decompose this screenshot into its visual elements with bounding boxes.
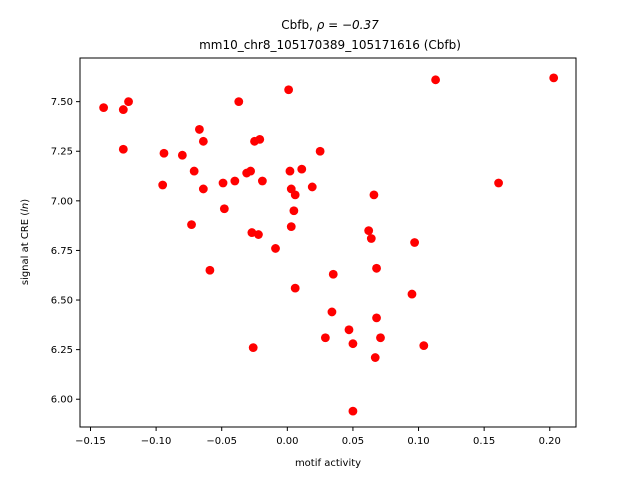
data-point-27 xyxy=(285,166,295,176)
x-tick-label-7: 0.20 xyxy=(539,436,561,447)
x-tick-label-6: 0.15 xyxy=(473,436,495,447)
data-point-34 xyxy=(307,182,317,192)
data-point-9 xyxy=(189,166,199,176)
y-axis-label: signal at CRE (ln) xyxy=(20,199,31,285)
x-tick-label-2: −0.05 xyxy=(206,436,237,447)
data-point-47 xyxy=(376,333,385,343)
y-tick-label-3: 6.75 xyxy=(51,246,73,257)
data-point-40 xyxy=(348,339,358,349)
y-tick-label-0: 6.00 xyxy=(51,395,73,406)
data-point-49 xyxy=(410,238,419,247)
data-point-6 xyxy=(158,180,168,190)
data-point-45 xyxy=(372,263,381,273)
data-point-20 xyxy=(255,134,265,144)
data-point-32 xyxy=(286,222,296,232)
data-point-2 xyxy=(124,97,133,107)
data-point-1 xyxy=(118,105,128,114)
data-point-3 xyxy=(118,144,128,154)
data-point-26 xyxy=(284,85,294,95)
y-tick-label-6: 7.50 xyxy=(51,97,73,108)
data-point-41 xyxy=(348,406,358,416)
data-point-42 xyxy=(369,190,379,200)
data-point-13 xyxy=(218,178,228,188)
data-point-28 xyxy=(297,164,307,174)
data-point-7 xyxy=(195,125,204,134)
data-point-10 xyxy=(198,184,208,194)
y-tick-label-1: 6.25 xyxy=(51,345,73,356)
x-tick-label-1: −0.10 xyxy=(141,436,172,447)
y-tick-label-4: 7.00 xyxy=(51,196,73,207)
data-point-51 xyxy=(419,341,429,351)
y-axis-ticks: 6.00 6.25 6.50 6.75 7.00 7.25 7.50 xyxy=(51,97,80,406)
data-point-44 xyxy=(366,234,376,243)
x-tick-label-5: 0.10 xyxy=(407,436,429,447)
data-point-33 xyxy=(315,146,325,156)
data-point-8 xyxy=(198,136,208,146)
data-point-4 xyxy=(159,148,169,158)
data-point-12 xyxy=(205,265,215,275)
y-tick-label-5: 7.25 xyxy=(51,147,73,158)
data-point-52 xyxy=(431,75,440,85)
data-point-14 xyxy=(219,204,229,214)
data-point-48 xyxy=(370,353,380,362)
data-point-36 xyxy=(328,269,338,279)
data-point-24 xyxy=(271,244,280,253)
data-point-23 xyxy=(254,230,263,239)
data-point-31 xyxy=(289,206,299,216)
data-point-35 xyxy=(290,283,300,293)
data-point-16 xyxy=(230,176,240,186)
y-tick-label-2: 6.50 xyxy=(51,296,73,307)
data-point-46 xyxy=(372,313,381,323)
data-point-21 xyxy=(257,176,267,186)
data-point-50 xyxy=(407,289,417,299)
x-tick-label-4: 0.05 xyxy=(342,436,364,447)
data-point-38 xyxy=(344,325,354,335)
x-axis-label: motif activity xyxy=(295,458,361,469)
data-point-5 xyxy=(177,150,187,160)
data-point-43 xyxy=(364,226,374,236)
x-tick-label-0: −0.15 xyxy=(75,436,106,447)
data-point-11 xyxy=(187,220,196,230)
plot-frame xyxy=(79,57,577,428)
x-tick-label-3: 0.00 xyxy=(276,436,298,447)
data-point-30 xyxy=(290,190,300,200)
chart-title-line1: Cbfb, ρ = −0.37 xyxy=(281,18,379,32)
chart-title-line2: mm10_chr8_105170389_105171616 (Cbfb) xyxy=(199,38,461,52)
data-point-18 xyxy=(246,166,255,176)
data-points xyxy=(99,73,559,416)
data-point-53 xyxy=(494,178,503,188)
data-point-15 xyxy=(234,97,244,107)
data-point-39 xyxy=(320,333,330,343)
data-point-25 xyxy=(248,343,258,353)
data-point-54 xyxy=(549,73,559,83)
data-point-0 xyxy=(99,103,109,112)
x-axis-ticks: −0.15 −0.10 −0.05 0.00 0.05 0.10 0.15 0.20 xyxy=(75,427,561,447)
data-point-37 xyxy=(327,307,337,317)
